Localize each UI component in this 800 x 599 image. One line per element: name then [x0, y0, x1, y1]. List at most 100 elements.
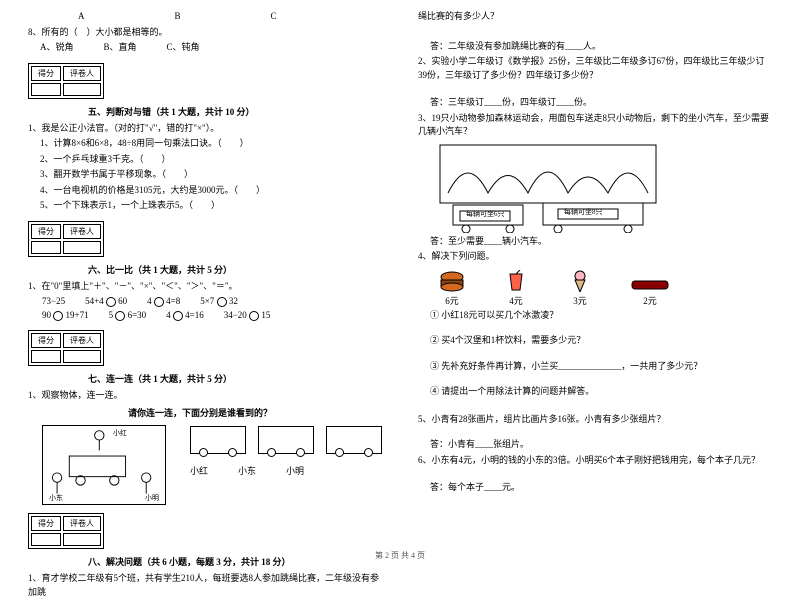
- product-candy: 2元: [630, 278, 670, 307]
- sec8-q1-cont: 绳比赛的有多少人？: [418, 10, 772, 24]
- product-burger: 6元: [438, 270, 466, 307]
- q4-4: ④ 请提出一个用除法计算的问题并解答。: [418, 385, 772, 399]
- kid-hong-label: 小红: [113, 428, 127, 438]
- score-box-8: 得分评卷人: [28, 513, 104, 549]
- reviewer-blank[interactable]: [63, 83, 101, 96]
- score-label: 得分: [31, 224, 61, 239]
- page-footer: 第 2 页 共 4 页: [0, 550, 800, 561]
- left-column: A B C 8、所有的（ ）大小都是相等的。 A、锐角 B、直角 C、钝角 得分…: [0, 0, 400, 565]
- sec7-q1: 1、观察物体，连一连。: [28, 389, 382, 403]
- burger-icon: [438, 270, 466, 292]
- price-4: 2元: [643, 294, 657, 307]
- observer-figure: 小红 小东 小明: [42, 425, 166, 505]
- sec6-row1: 73−25 54+4 60 4 4=8 5×7 32: [42, 296, 382, 307]
- blank-circle[interactable]: [173, 311, 183, 321]
- product-drink: 4元: [502, 270, 530, 307]
- expr: 73−25: [42, 296, 65, 307]
- blank-circle[interactable]: [217, 297, 227, 307]
- reviewer-label: 评卷人: [63, 224, 101, 239]
- score-box-7: 得分评卷人: [28, 330, 104, 366]
- van-label: 每辆可坐8只: [564, 207, 603, 217]
- score-box-5: 得分评卷人: [28, 63, 104, 99]
- name-ming: 小明: [286, 464, 304, 477]
- forest-scene: 每辆可坐6只 每辆可坐8只: [438, 143, 658, 233]
- bus-view-3: [326, 426, 382, 454]
- name-dong: 小东: [238, 464, 256, 477]
- name-hong: 小红: [190, 464, 208, 477]
- reviewer-blank[interactable]: [63, 241, 101, 254]
- expr: 4 4=8: [147, 296, 180, 307]
- q4-2: ② 买4个汉堡和1杯饮料，需要多少元？: [418, 334, 772, 348]
- icecream-icon: [566, 270, 594, 292]
- abc-row: A B C: [28, 10, 382, 24]
- q8-options: A、锐角 B、直角 C、钝角: [28, 41, 382, 55]
- ans1: 答：二年级没有参加跳绳比赛的有____人。: [418, 40, 772, 54]
- right-column: 绳比赛的有多少人？ 答：二年级没有参加跳绳比赛的有____人。 2、实验小学二年…: [400, 0, 800, 565]
- sec6-intro: 1、在"0"里填上"＋"、"－"、"×"、"＜"、"＞"、"＝"。: [28, 280, 382, 294]
- ans5: 答：小青有____张组片。: [418, 438, 772, 452]
- label-a: A: [78, 10, 85, 24]
- expr: 54+4 60: [85, 296, 127, 307]
- q8-opt-b: B、直角: [104, 41, 137, 55]
- q3: 3、19只小动物参加森林运动会，用面包车送走8只小动物后，剩下的坐小汽车，至少需…: [418, 112, 772, 139]
- reviewer-label: 评卷人: [63, 66, 101, 81]
- q8-opt-c: C、钝角: [167, 41, 200, 55]
- product-row: 6元 4元 3元 2元: [438, 270, 772, 307]
- blank-circle[interactable]: [154, 297, 164, 307]
- score-label: 得分: [31, 516, 61, 531]
- sec5-item-1: 1、计算8×6和6×8，48÷8用同一句乘法口诀。（ ）: [28, 137, 382, 151]
- label-b: B: [175, 10, 181, 24]
- ans2: 答：三年级订____份，四年级订____份。: [418, 96, 772, 110]
- q2: 2、实验小学二年级订《数学报》25份，三年级比二年级多订67份，四年级比三年级少…: [418, 55, 772, 82]
- reviewer-label: 评卷人: [63, 333, 101, 348]
- q4-3: ③ 先补充好条件再计算，小兰买______________，一共用了多少元？: [418, 360, 772, 374]
- q8-opt-a: A、锐角: [40, 41, 74, 55]
- label-c: C: [271, 10, 277, 24]
- section-7-title: 七、连一连（共 1 大题，共计 5 分）: [88, 372, 382, 385]
- ans3: 答：至少需要____辆小汽车。: [418, 235, 772, 249]
- blank-circle[interactable]: [115, 311, 125, 321]
- candy-icon: [630, 278, 670, 292]
- score-blank[interactable]: [31, 350, 61, 363]
- bus-views: 小红 小东 小明: [176, 422, 382, 477]
- reviewer-label: 评卷人: [63, 516, 101, 531]
- blank-circle[interactable]: [106, 297, 116, 307]
- reviewer-blank[interactable]: [63, 533, 101, 546]
- price-1: 6元: [445, 294, 459, 307]
- bus-view-1: [190, 426, 246, 454]
- sec5-item-3: 3、翻开数学书属于平移现象。（ ）: [28, 168, 382, 182]
- score-blank[interactable]: [31, 533, 61, 546]
- kid-ming-label: 小明: [145, 493, 159, 503]
- sec5-item-5: 5、一个下珠表示1，一个上珠表示5。（ ）: [28, 199, 382, 213]
- q6: 6、小东有4元，小明的钱的小东的3倍。小明买6个本子刚好把钱用完，每个本子几元？: [418, 454, 772, 468]
- sec6-row2: 90 19+71 5 6=30 4 4=16 34−20 15: [42, 310, 382, 321]
- reviewer-blank[interactable]: [63, 350, 101, 363]
- blank-circle[interactable]: [53, 311, 63, 321]
- score-blank[interactable]: [31, 241, 61, 254]
- price-3: 3元: [573, 294, 587, 307]
- score-label: 得分: [31, 333, 61, 348]
- expr: 5 6=30: [109, 310, 147, 321]
- sec5-intro: 1、我是公正小法官。（对的打"√"，错的打"×"）。: [28, 122, 382, 136]
- kid-dong-label: 小东: [49, 493, 63, 503]
- sec7-prompt: 请你连一连，下面分别是谁看到的？: [128, 406, 382, 419]
- expr: 90 19+71: [42, 310, 89, 321]
- sec5-item-4: 4、一台电视机的价格是3105元，大约是3000元。（ ）: [28, 184, 382, 198]
- section-6-title: 六、比一比（共 1 大题，共计 5 分）: [88, 263, 382, 276]
- product-icecream: 3元: [566, 270, 594, 307]
- score-box-6: 得分评卷人: [28, 221, 104, 257]
- drink-icon: [502, 270, 530, 292]
- blank-circle[interactable]: [249, 311, 259, 321]
- price-2: 4元: [509, 294, 523, 307]
- score-blank[interactable]: [31, 83, 61, 96]
- expr: 34−20 15: [224, 310, 271, 321]
- expr: 5×7 32: [200, 296, 238, 307]
- q5: 5、小青有28张画片，组片比画片多16张。小青有多少张组片？: [418, 413, 772, 427]
- sec8-q1: 1、育才学校二年级有5个班，共有学生210人，每班要选8人参加跳绳比赛，二年级没…: [28, 572, 382, 599]
- sec5-item-2: 2、一个乒乓球重3千克。（ ）: [28, 153, 382, 167]
- ans6: 答：每个本子____元。: [418, 481, 772, 495]
- bus-view-2: [258, 426, 314, 454]
- q4: 4、解决下列问题。: [418, 250, 772, 264]
- expr: 4 4=16: [166, 310, 204, 321]
- car-label: 每辆可坐6只: [466, 209, 505, 219]
